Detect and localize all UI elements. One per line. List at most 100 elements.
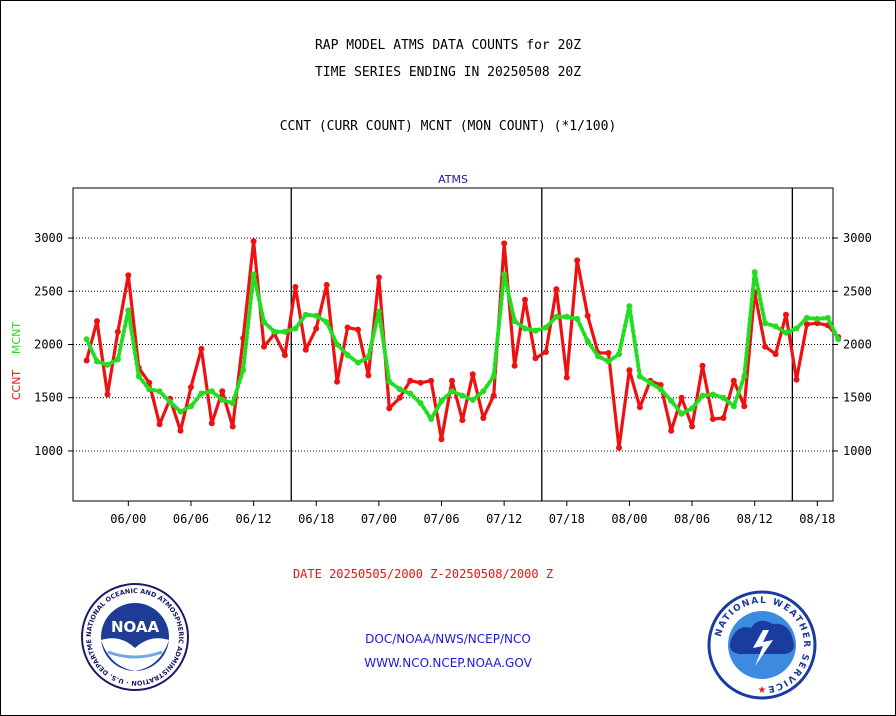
data-point-ccnt-19 bbox=[281, 352, 288, 359]
y-tick-label-right: 1000 bbox=[843, 444, 872, 458]
data-point-ccnt-31 bbox=[407, 377, 414, 384]
data-point-mcnt-19 bbox=[281, 328, 288, 335]
data-point-ccnt-16 bbox=[250, 238, 257, 245]
data-point-mcnt-17 bbox=[261, 319, 267, 326]
data-point-ccnt-43 bbox=[532, 355, 539, 362]
x-tick-label: 06/12 bbox=[236, 512, 272, 526]
data-point-mcnt-24 bbox=[334, 341, 341, 348]
x-tick-label: 06/06 bbox=[173, 512, 209, 526]
data-point-ccnt-63 bbox=[741, 403, 748, 410]
y-tick-label-left: 1500 bbox=[34, 391, 63, 405]
data-point-mcnt-68 bbox=[793, 325, 800, 332]
data-point-ccnt-28 bbox=[375, 274, 382, 281]
data-point-mcnt-61 bbox=[720, 394, 727, 401]
data-point-ccnt-42 bbox=[522, 296, 528, 303]
data-point-mcnt-8 bbox=[167, 399, 174, 405]
data-point-ccnt-39 bbox=[490, 392, 497, 399]
data-point-mcnt-20 bbox=[292, 325, 299, 332]
data-point-ccnt-7 bbox=[156, 421, 163, 428]
data-point-mcnt-13 bbox=[219, 396, 226, 403]
data-point-mcnt-70 bbox=[814, 315, 821, 322]
x-tick-label: 07/12 bbox=[486, 512, 522, 526]
noaa-logo: NATIONAL OCEANIC AND ATMOSPHERIC ADMINIS… bbox=[80, 582, 189, 691]
data-point-mcnt-15 bbox=[240, 367, 247, 374]
data-point-ccnt-50 bbox=[605, 350, 612, 356]
svg-text:★: ★ bbox=[758, 685, 767, 696]
data-point-mcnt-7 bbox=[156, 388, 163, 395]
data-point-mcnt-16 bbox=[250, 271, 257, 278]
data-point-ccnt-12 bbox=[208, 420, 215, 427]
data-point-mcnt-6 bbox=[146, 386, 153, 393]
data-point-ccnt-10 bbox=[188, 384, 194, 391]
data-point-mcnt-40 bbox=[501, 271, 508, 278]
data-point-mcnt-47 bbox=[574, 315, 581, 322]
data-point-ccnt-9 bbox=[177, 427, 184, 434]
data-point-mcnt-32 bbox=[417, 400, 424, 407]
data-point-ccnt-22 bbox=[313, 325, 320, 332]
data-point-mcnt-54 bbox=[647, 379, 654, 386]
data-point-mcnt-44 bbox=[542, 324, 549, 331]
data-point-mcnt-43 bbox=[532, 327, 539, 334]
data-point-ccnt-23 bbox=[323, 281, 330, 288]
data-point-mcnt-42 bbox=[522, 325, 528, 332]
y-tick-label-right: 1500 bbox=[843, 391, 872, 405]
data-point-mcnt-41 bbox=[511, 318, 518, 325]
data-point-mcnt-30 bbox=[396, 386, 403, 393]
data-point-ccnt-15 bbox=[240, 335, 247, 342]
data-point-mcnt-4 bbox=[125, 307, 132, 314]
data-point-ccnt-46 bbox=[563, 374, 570, 381]
data-point-mcnt-71 bbox=[824, 314, 831, 321]
y-tick-label-left: 2500 bbox=[34, 284, 63, 298]
data-point-mcnt-21 bbox=[302, 311, 309, 318]
data-point-ccnt-35 bbox=[449, 377, 455, 384]
data-point-ccnt-69 bbox=[803, 321, 810, 328]
data-point-mcnt-48 bbox=[584, 338, 591, 345]
data-point-ccnt-40 bbox=[501, 240, 508, 247]
data-point-mcnt-67 bbox=[783, 329, 789, 336]
data-point-ccnt-3 bbox=[114, 328, 121, 335]
data-point-mcnt-59 bbox=[699, 392, 706, 399]
data-point-mcnt-27 bbox=[365, 354, 372, 361]
data-point-mcnt-34 bbox=[438, 397, 445, 404]
y-tick-label-right: 2000 bbox=[843, 338, 872, 352]
data-point-ccnt-25 bbox=[344, 324, 351, 331]
data-point-ccnt-14 bbox=[229, 423, 236, 430]
data-point-ccnt-58 bbox=[689, 423, 696, 430]
data-point-mcnt-62 bbox=[730, 403, 737, 410]
data-point-ccnt-2 bbox=[104, 391, 111, 398]
data-point-mcnt-55 bbox=[657, 386, 664, 393]
data-point-mcnt-11 bbox=[198, 390, 205, 397]
data-point-mcnt-65 bbox=[762, 320, 769, 327]
data-point-mcnt-26 bbox=[355, 359, 361, 366]
data-point-ccnt-30 bbox=[396, 394, 403, 401]
data-point-ccnt-24 bbox=[334, 378, 341, 385]
data-point-mcnt-60 bbox=[709, 391, 716, 398]
data-point-mcnt-56 bbox=[668, 397, 675, 404]
data-point-ccnt-41 bbox=[511, 362, 518, 369]
data-point-mcnt-69 bbox=[803, 314, 810, 321]
data-point-mcnt-52 bbox=[626, 303, 633, 310]
y-axis-label-group: CCNT MCNT bbox=[10, 322, 23, 400]
data-point-mcnt-36 bbox=[459, 392, 466, 399]
data-point-ccnt-55 bbox=[657, 382, 664, 388]
data-point-mcnt-14 bbox=[229, 400, 236, 407]
data-point-ccnt-33 bbox=[428, 377, 435, 384]
data-point-mcnt-25 bbox=[344, 352, 351, 359]
chart-title-line-2: TIME SERIES ENDING IN 20250508 20Z bbox=[314, 65, 582, 80]
data-point-mcnt-64 bbox=[751, 269, 758, 276]
x-axis-title: DATE 20250505/2000 Z-20250508/2000 Z bbox=[293, 567, 553, 581]
data-point-mcnt-38 bbox=[480, 388, 487, 395]
data-point-ccnt-47 bbox=[574, 257, 581, 264]
data-point-mcnt-66 bbox=[772, 323, 779, 330]
nws-logo: NATIONAL WEATHER SERVICE ★ bbox=[707, 590, 817, 700]
y-axis-label-ccnt: CCNT bbox=[10, 370, 23, 401]
data-point-mcnt-31 bbox=[407, 390, 414, 397]
footer-org-link[interactable]: DOC/NOAA/NWS/NCEP/NCO bbox=[365, 632, 531, 646]
data-point-ccnt-57 bbox=[678, 394, 685, 401]
y-tick-label-right: 3000 bbox=[843, 231, 872, 245]
data-point-ccnt-65 bbox=[762, 343, 769, 350]
data-point-ccnt-37 bbox=[469, 371, 476, 378]
data-point-mcnt-51 bbox=[616, 351, 622, 358]
x-tick-label: 08/18 bbox=[799, 512, 835, 526]
footer-website-link[interactable]: WWW.NCO.NCEP.NOAA.GOV bbox=[364, 656, 532, 670]
